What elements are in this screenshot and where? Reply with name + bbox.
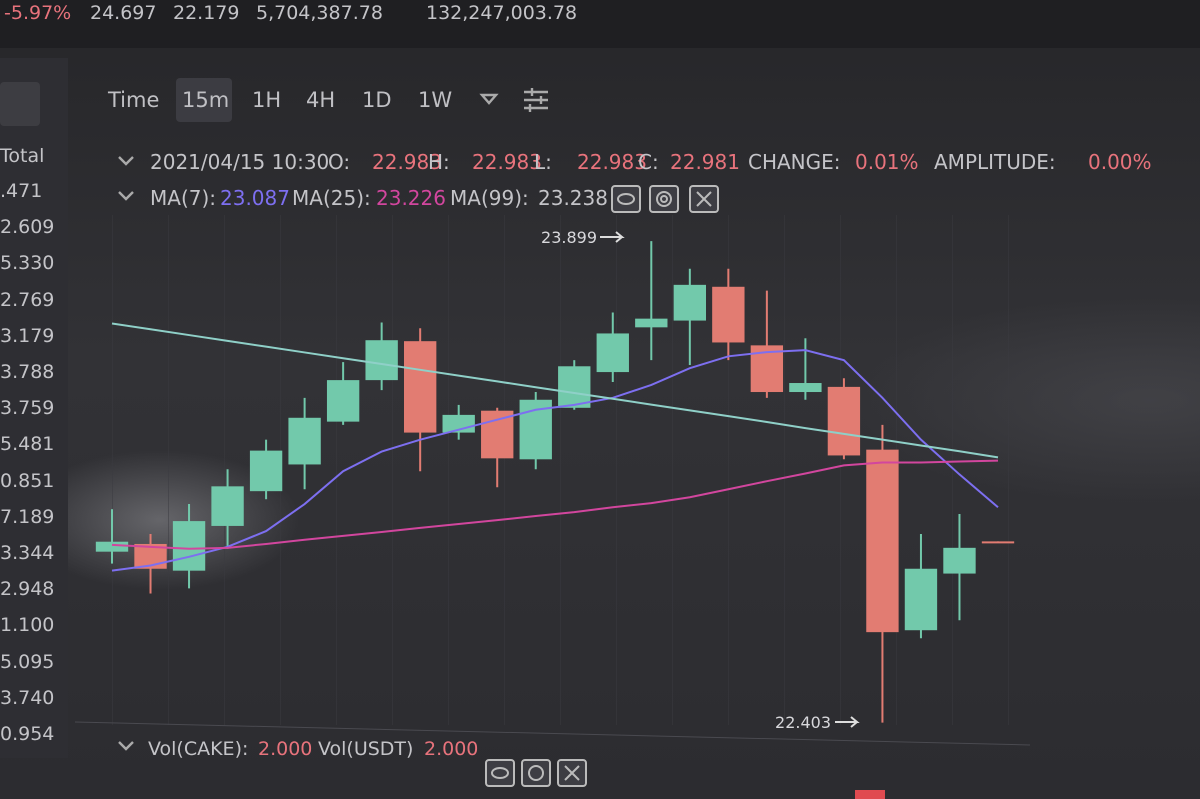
candle-body	[596, 333, 629, 373]
sidebar-title: Total	[0, 145, 45, 167]
sidebar-row: 3.179	[0, 324, 55, 347]
ohlc-legend: CHANGE:	[748, 150, 841, 174]
sidebar-row: 3.740	[0, 686, 55, 709]
candle-body	[249, 450, 283, 492]
ohlc-legend: 0.00%	[1088, 150, 1152, 174]
ticker-value: 22.179	[173, 2, 240, 24]
pane-divider	[74, 721, 1031, 746]
sidebar-row: 3.788	[0, 361, 55, 383]
candle-body	[789, 383, 822, 393]
volume-legend: 2.000	[424, 738, 479, 760]
icons	[118, 88, 548, 751]
annotation-arrows	[600, 231, 860, 728]
sidebar-row: 2.769	[0, 288, 55, 311]
ohlc-legend: 22.981	[670, 150, 740, 174]
moving-average	[111, 459, 999, 550]
candle-body	[558, 366, 591, 408]
candle-body	[712, 286, 745, 343]
sidebar-row: 2.609	[0, 216, 55, 239]
sidebar-row: 5.330	[0, 252, 55, 275]
interval-button[interactable]: 1D	[362, 88, 392, 112]
sidebar-row: 5.481	[0, 433, 55, 456]
ohlc-legend: H:	[428, 150, 450, 174]
moving-average	[111, 322, 999, 459]
order-book	[0, 58, 68, 758]
grid	[75, 215, 1015, 725]
ticker-value: 132,247,003.78	[426, 2, 578, 24]
ma-legend: MA(99):	[450, 186, 529, 210]
volume-bar-edge	[855, 790, 885, 799]
ohlc-legend: 0.01%	[855, 150, 919, 174]
sidebar-row: 3.759	[0, 397, 55, 420]
candle-body	[673, 284, 707, 321]
ma-legend: MA(7):	[150, 186, 217, 210]
ma-legend: 23.238	[538, 186, 608, 210]
interval-button[interactable]: 4H	[306, 88, 336, 112]
volume-legend: 2.000	[258, 738, 313, 760]
ohlc-legend: C:	[638, 150, 659, 174]
ticker-bar	[0, 0, 1200, 48]
sidebar-row: .471	[0, 180, 43, 202]
candle-body	[365, 340, 398, 381]
candle-body	[943, 547, 976, 574]
candle-body	[172, 521, 206, 571]
sidebar-row: 0.954	[0, 723, 55, 745]
ohlc-legend: O:	[328, 150, 351, 174]
sidebar-row: 0.851	[0, 469, 55, 492]
interval-button[interactable]: Time	[108, 88, 160, 112]
interval-button[interactable]: 1H	[252, 88, 282, 112]
ma-buttons[interactable]	[485, 185, 719, 787]
ohlc-legend: 22.983	[372, 150, 442, 174]
sidebar-icon[interactable]	[0, 82, 40, 126]
active-interval	[176, 78, 232, 122]
ma-legend: MA(25):	[292, 186, 371, 210]
ticker-change: -5.97%	[4, 2, 72, 24]
interval-button[interactable]: 15m	[182, 88, 230, 112]
moving-average	[111, 349, 999, 572]
candle-body	[827, 386, 861, 456]
candle-body	[403, 341, 437, 433]
high-annotation: 23.899	[541, 228, 597, 247]
candle-body	[981, 541, 1015, 544]
sidebar-row: 1.100	[0, 614, 55, 637]
ma-legend: 23.087	[220, 186, 290, 210]
ohlc-legend: L:	[534, 150, 552, 174]
volume-legend: Vol(USDT)	[318, 738, 414, 760]
sidebar-row: 3.344	[0, 542, 55, 564]
candle-body	[635, 318, 668, 328]
ohlc-legend: 22.983	[577, 150, 647, 174]
candle-body	[95, 541, 129, 552]
candle-body	[288, 417, 321, 465]
interval-button[interactable]: 1W	[418, 88, 453, 112]
ma-legend: 23.226	[376, 186, 446, 210]
ohlc-legend: AMPLITUDE:	[934, 150, 1056, 174]
candle-body	[904, 568, 938, 631]
sidebar-row: 2.948	[0, 578, 55, 601]
candle-body	[866, 449, 899, 633]
candle-body	[211, 486, 244, 526]
candle-body	[481, 410, 514, 459]
ticker-value: 24.697	[90, 2, 157, 24]
low-annotation: 22.403	[775, 713, 831, 732]
candle-body	[326, 380, 360, 422]
ticker-value: 5,704,387.78	[256, 2, 383, 24]
sidebar-row: 5.095	[0, 650, 55, 673]
ohlc-legend: 22.983	[472, 150, 542, 174]
ohlc-legend: 2021/04/15 10:30	[150, 150, 330, 174]
sidebar-row: 7.189	[0, 505, 55, 528]
volume-legend: Vol(CAKE):	[148, 738, 249, 760]
